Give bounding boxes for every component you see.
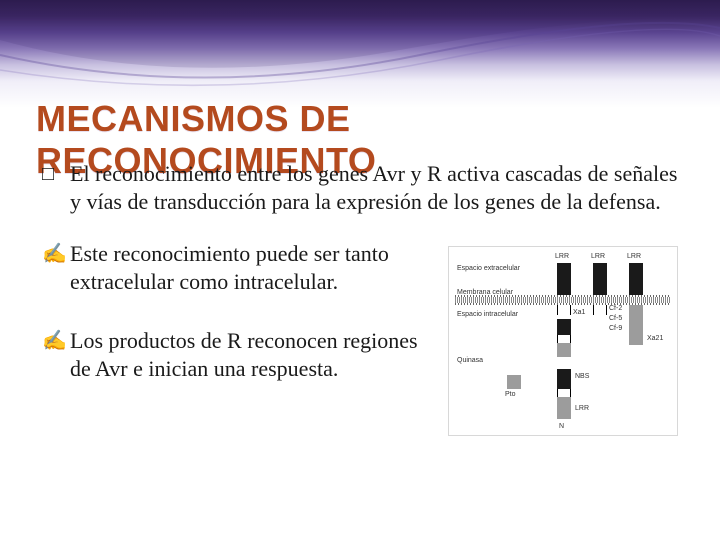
cf5-label: Cf-5	[609, 315, 622, 324]
pto-label: Pto	[505, 391, 516, 400]
lrr-label-1: LRR	[555, 253, 569, 262]
xa1-lrr	[557, 343, 571, 357]
lrr-block-1	[557, 263, 571, 295]
xa21-label: Xa21	[647, 335, 663, 344]
bullet-3-text: Los productos de R reconocen regiones de…	[70, 328, 418, 381]
bullet-3-marker: ✍	[42, 329, 67, 355]
slide-body: □ El reconocimiento entre los genes Avr …	[42, 160, 678, 510]
bullet-1-text: El reconocimiento entre los genes Avr y …	[70, 161, 677, 214]
cf9-label: Cf-9	[609, 325, 622, 334]
slide: MECANISMOS DE RECONOCIMIENTO □ El recono…	[0, 0, 720, 540]
lower-row: ✍ Este reconocimiento puede ser tanto ex…	[42, 240, 678, 436]
membrane-bar	[455, 295, 671, 305]
lower-text-col: ✍ Este reconocimiento puede ser tanto ex…	[42, 240, 436, 413]
xa1-nbs	[557, 319, 571, 335]
bullet-1: □ El reconocimiento entre los genes Avr …	[42, 160, 678, 216]
label-quinasa: Quinasa	[457, 357, 483, 366]
n-label: N	[559, 423, 564, 432]
lrr-label-2: LRR	[591, 253, 605, 262]
label-intracellular: Espacio intracelular	[457, 311, 518, 320]
legend-nbs-block	[557, 369, 571, 389]
bullet-2-marker: ✍	[42, 242, 67, 268]
bullet-2: ✍ Este reconocimiento puede ser tanto ex…	[42, 240, 436, 296]
xa1-mid	[557, 335, 571, 343]
legend-lrr-block	[557, 397, 571, 419]
lrr-block-2	[593, 263, 607, 295]
pto-block	[507, 375, 521, 389]
lrr-label-3: LRR	[627, 253, 641, 262]
cf2-label: Cf-2	[609, 305, 622, 314]
lrr-legend-label: LRR	[575, 405, 589, 414]
bullet-2-text: Este reconocimiento puede ser tanto extr…	[70, 241, 389, 294]
stub-2	[593, 305, 607, 315]
receptor-diagram: Espacio extracelular Espacio intracelula…	[448, 246, 678, 436]
lrr-block-3	[629, 263, 643, 295]
bullet-1-marker: □	[42, 162, 54, 188]
label-extracellular: Espacio extracelular	[457, 265, 520, 274]
stub-1	[557, 305, 571, 315]
bullet-3: ✍ Los productos de R reconocen regiones …	[42, 327, 436, 383]
legend-mid-block	[557, 389, 571, 397]
nbs-label: NBS	[575, 373, 589, 382]
xa21-kinase	[629, 305, 643, 345]
xa1-label: Xa1	[573, 309, 585, 318]
